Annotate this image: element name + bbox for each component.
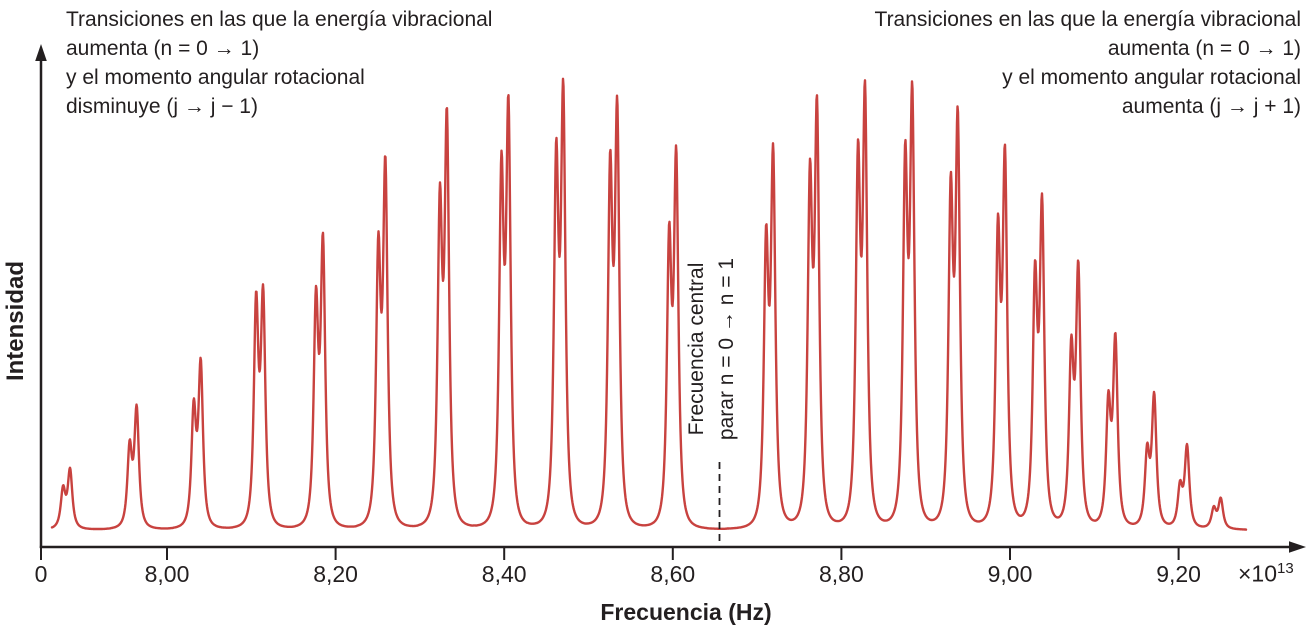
x-tick-label: 8,80 — [819, 561, 864, 587]
right-annotation-line: aumenta (n = 0 → 1) — [1107, 37, 1301, 60]
center-frequency-label-line: Frecuencia central — [685, 262, 708, 436]
center-frequency-label: Frecuencia central parar n = 0 → n = 1 — [682, 228, 744, 470]
right-annotation-line: y el momento angular rotacional — [1002, 66, 1301, 89]
left-annotation-line: disminuye (j → j − 1) — [66, 95, 258, 118]
spectrum-curve — [50, 77, 1248, 531]
x-tick-label: 8,00 — [144, 561, 190, 587]
x-tick-label: 9,00 — [987, 561, 1033, 587]
x-tick-label: 8,60 — [650, 561, 696, 587]
center-frequency-label-line: parar n = 0 → n = 1 — [715, 257, 738, 441]
x-scale-base: ×10 — [1238, 560, 1278, 587]
left-annotation-line: Transiciones en las que la energía vibra… — [66, 8, 493, 31]
left-annotation-line: y el momento angular rotacional — [66, 66, 365, 89]
right-annotation-line: aumenta (j → j + 1) — [1121, 95, 1301, 118]
x-tick-label: 8,40 — [481, 561, 527, 587]
x-tick-label: 0 — [34, 561, 48, 587]
x-tick-label: 9,20 — [1156, 561, 1201, 587]
right-branch-annotation: Transiciones en las que la energía vibra… — [875, 5, 1301, 121]
left-branch-annotation: Transiciones en las que la energía vibra… — [66, 5, 492, 121]
x-axis-arrow-icon — [1289, 541, 1306, 553]
x-tick-label: 8,20 — [313, 561, 358, 587]
y-axis-label: Intensidad — [2, 261, 29, 382]
x-axis-scale-label: ×1013 — [1238, 560, 1294, 588]
x-scale-exponent: 13 — [1277, 560, 1294, 577]
x-axis-ticks — [40, 547, 1180, 560]
left-annotation-line: aumenta (n = 0 → 1) — [66, 37, 260, 60]
right-annotation-line: Transiciones en las que la energía vibra… — [874, 8, 1301, 31]
x-axis-label: Frecuencia (Hz) — [600, 599, 772, 625]
y-axis-arrow-icon — [35, 44, 47, 61]
